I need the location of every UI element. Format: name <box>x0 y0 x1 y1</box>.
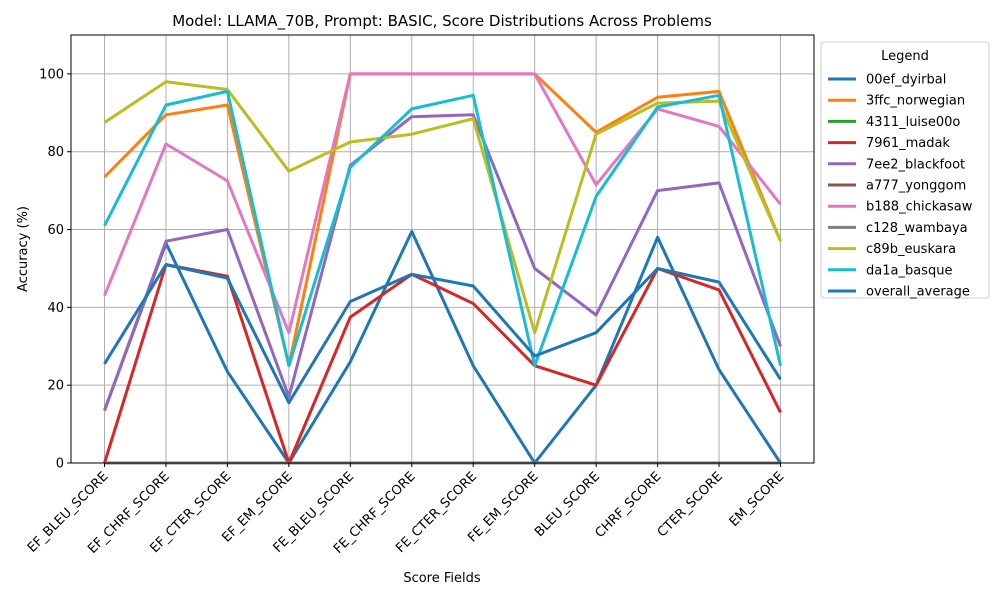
y-tick-label: 80 <box>47 145 64 160</box>
legend-box <box>820 41 990 299</box>
legend-items: 00ef_dyirbal 3ffc_norwegian 4311_luise00o 7… <box>828 73 973 300</box>
y-tick-label: 40 <box>47 301 64 316</box>
chart-title: Model: LLAMA_70B, Prompt: BASIC, Score D… <box>172 12 712 31</box>
series-line-overall_average <box>103 263 782 405</box>
legend-label: 3ffc_norwegian <box>866 94 965 109</box>
series-line-7ee2_blackfoot <box>103 113 782 412</box>
x-tick-label: CTER_SCORE <box>655 469 726 540</box>
y-axis-label: Accuracy (%) <box>16 206 31 292</box>
series-line-7961_madak <box>103 263 782 465</box>
legend-label: da1a_basque <box>866 263 952 278</box>
series-layer <box>103 72 782 465</box>
series-line-00ef_dyirbal <box>103 230 782 465</box>
legend-label: c128_wambaya <box>866 221 968 236</box>
legend-label: 7ee2_blackfoot <box>866 157 965 172</box>
series-line-c89b_euskara <box>103 80 782 335</box>
y-tick-label: 0 <box>56 457 64 472</box>
legend-label: 00ef_dyirbal <box>866 73 946 88</box>
x-tick-label: EM_SCORE <box>727 469 788 530</box>
legend-label: c89b_euskara <box>866 242 956 257</box>
x-tick-label: CHRF_SCORE <box>593 469 665 541</box>
legend-label: 7961_madak <box>866 136 950 151</box>
y-tick-label: 60 <box>47 223 64 238</box>
y-axis-ticks: 0 20 40 60 80 100 <box>39 67 71 472</box>
legend-label: a777_yonggom <box>866 179 966 194</box>
series-line-da1a_basque <box>103 89 782 368</box>
x-axis-ticks: EF_BLEU_SCOREEF_CHRF_SCOREEF_CTER_SCOREE… <box>25 463 788 557</box>
x-axis-label: Score Fields <box>403 571 481 586</box>
legend-title: Legend <box>881 49 929 64</box>
legend-label: b188_chickasaw <box>866 200 973 215</box>
legend-label: overall_average <box>866 285 970 300</box>
y-tick-label: 100 <box>39 67 64 82</box>
series-line-b188_chickasaw <box>103 72 782 335</box>
legend: Legend 00ef_dyirbal 3ffc_norwegian 4311_lu… <box>820 41 990 300</box>
legend-label: 4311_luise00o <box>866 115 960 130</box>
plot-frame <box>70 34 815 464</box>
y-tick-label: 20 <box>47 379 64 394</box>
series-line-3ffc_norwegian <box>103 72 782 368</box>
